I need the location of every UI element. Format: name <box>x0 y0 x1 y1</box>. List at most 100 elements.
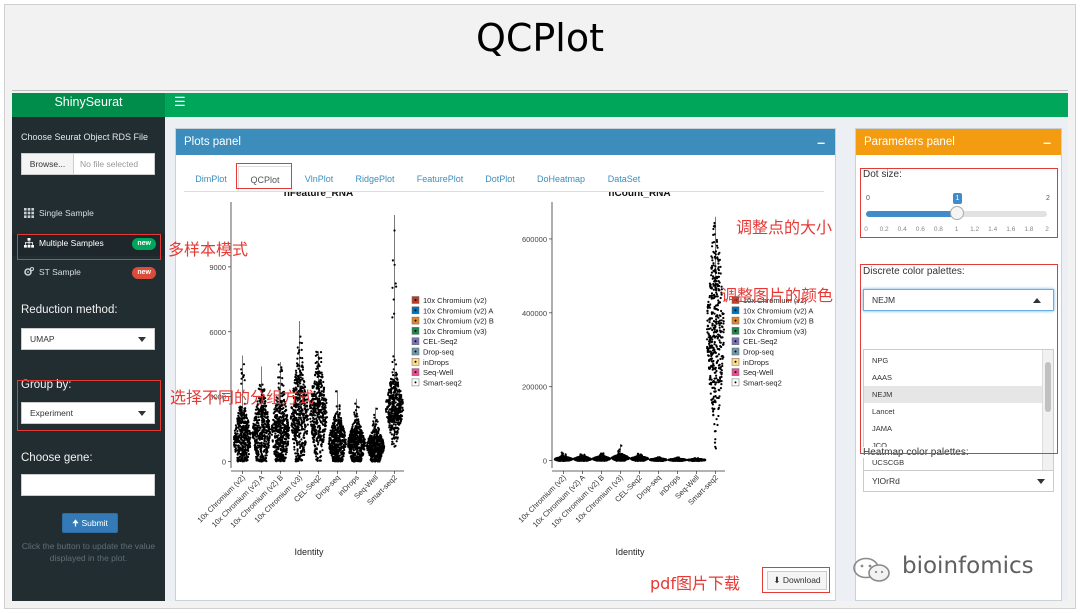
sidebar-toggle-icon[interactable]: ☰ <box>174 94 186 109</box>
tab-vlnplot[interactable]: VlnPlot <box>304 174 334 184</box>
tab-doheatmap[interactable]: DoHeatmap <box>536 174 586 184</box>
data-point <box>298 414 302 417</box>
submit-button[interactable]: 🠉 Submit <box>62 513 118 533</box>
data-point <box>391 420 394 423</box>
data-point <box>322 434 325 437</box>
data-point <box>295 429 298 432</box>
data-point <box>375 430 378 433</box>
data-point <box>286 436 289 439</box>
data-point <box>374 457 377 460</box>
data-point <box>296 408 299 412</box>
data-point <box>262 425 265 428</box>
browse-button[interactable]: Browse... <box>22 154 74 174</box>
data-point <box>373 416 376 419</box>
data-point <box>291 429 294 432</box>
tab-qcplot[interactable]: QCPlot <box>238 166 292 192</box>
data-point <box>385 410 388 413</box>
sidebar-item-multiple-samples[interactable]: Multiple Samples new <box>12 234 165 256</box>
data-point <box>351 423 354 426</box>
collapse-icon[interactable]: – <box>817 134 825 150</box>
data-point <box>400 398 403 401</box>
data-point <box>393 419 396 422</box>
data-point <box>296 434 299 438</box>
data-point <box>278 430 281 434</box>
gene-input[interactable] <box>21 474 155 496</box>
file-input[interactable]: Browse... No file selected <box>21 153 155 175</box>
data-point <box>277 382 280 385</box>
data-point <box>239 453 242 456</box>
data-point <box>236 435 239 438</box>
tab-ridgeplot[interactable]: RidgePlot <box>355 174 395 184</box>
data-point <box>323 398 326 401</box>
new-badge: new <box>132 267 156 279</box>
data-point <box>242 417 245 420</box>
tab-featureplot[interactable]: FeaturePlot <box>416 174 464 184</box>
data-point <box>335 456 338 459</box>
violin-points <box>553 451 574 462</box>
data-point <box>267 427 270 430</box>
legend-dot <box>414 340 417 343</box>
data-point <box>299 376 302 379</box>
data-point <box>243 439 246 442</box>
data-point <box>306 430 309 433</box>
data-point <box>240 421 243 425</box>
data-point <box>286 420 289 423</box>
data-point <box>388 398 391 401</box>
data-point <box>390 433 393 436</box>
data-point <box>375 439 378 443</box>
data-point <box>582 455 585 458</box>
data-point <box>398 403 402 406</box>
data-point <box>296 357 299 360</box>
data-point <box>306 423 309 426</box>
data-point <box>380 435 383 438</box>
violin-points <box>270 363 291 463</box>
tab-dotplot[interactable]: DotPlot <box>485 174 515 184</box>
reduction-label: Reduction method: <box>21 304 118 316</box>
data-point <box>282 390 285 393</box>
data-point <box>294 375 297 379</box>
data-point <box>313 451 316 454</box>
data-point <box>352 455 355 458</box>
data-point <box>303 420 306 423</box>
data-point <box>335 459 338 462</box>
data-point <box>301 361 304 364</box>
data-point <box>277 376 280 379</box>
tab-dimplot[interactable]: DimPlot <box>195 174 227 184</box>
data-point <box>297 456 300 459</box>
reduction-select[interactable]: UMAP <box>21 328 155 350</box>
data-point <box>351 428 354 431</box>
data-point <box>298 458 301 461</box>
data-point <box>372 435 375 438</box>
data-point <box>275 396 278 399</box>
data-point <box>332 435 335 438</box>
data-point <box>303 453 306 456</box>
group-by-select[interactable]: Experiment <box>21 402 155 424</box>
data-point <box>351 433 354 436</box>
data-point <box>266 419 269 422</box>
data-point <box>355 430 358 433</box>
data-point <box>371 431 374 435</box>
data-point <box>395 384 398 387</box>
data-point <box>334 425 337 428</box>
tab-dataset[interactable]: DataSet <box>607 174 641 184</box>
app-brand[interactable]: ShinySeurat <box>12 93 165 117</box>
data-point <box>260 444 263 447</box>
data-point <box>315 422 319 425</box>
grid-icon <box>24 208 34 218</box>
violin-points <box>289 335 309 463</box>
data-point <box>342 446 345 450</box>
data-point <box>393 396 396 399</box>
data-point <box>314 371 317 374</box>
sidebar-item-st-sample[interactable]: ST Sample new <box>12 263 165 285</box>
data-point <box>235 440 238 443</box>
data-point <box>318 403 322 406</box>
data-point <box>304 440 307 443</box>
data-point <box>293 448 296 451</box>
data-point <box>349 430 352 433</box>
data-point <box>304 411 307 414</box>
data-point <box>333 430 336 433</box>
data-point <box>397 412 400 415</box>
data-point <box>338 454 341 457</box>
data-point <box>275 451 278 454</box>
sidebar-item-single-sample[interactable]: Single Sample <box>12 204 165 226</box>
